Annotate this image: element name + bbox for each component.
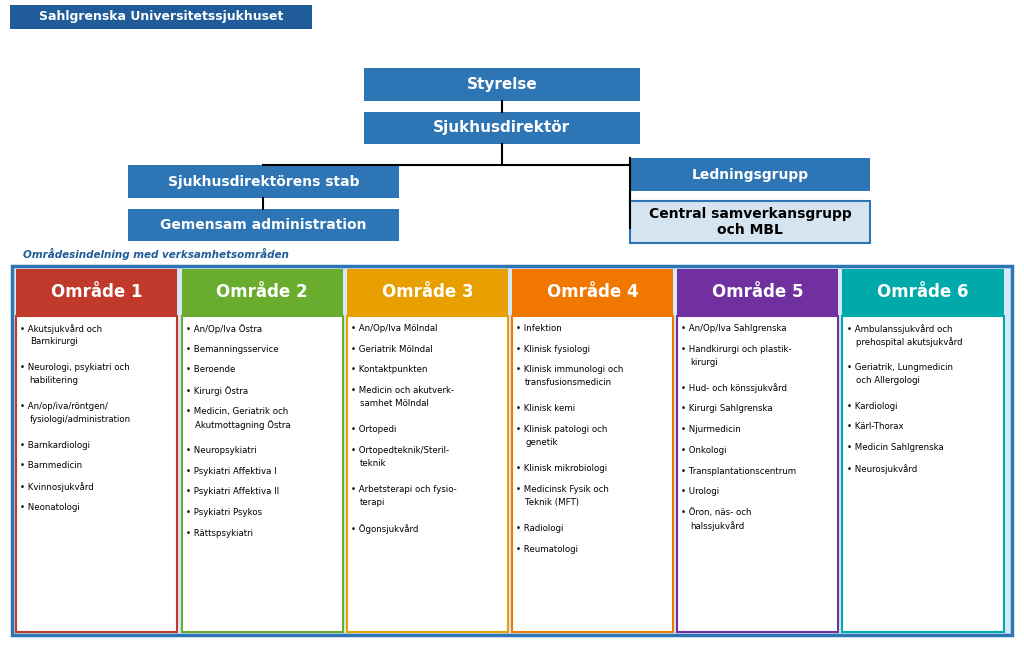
FancyBboxPatch shape [10, 5, 312, 29]
Text: • Geriatrik, Lungmedicin: • Geriatrik, Lungmedicin [847, 363, 952, 372]
Text: • Bemanningsservice: • Bemanningsservice [185, 345, 279, 354]
Text: • Klinisk patologi och: • Klinisk patologi och [516, 425, 607, 434]
Text: samhet Mölndal: samhet Mölndal [360, 399, 429, 408]
Text: • Medicin och akutverk-: • Medicin och akutverk- [351, 386, 454, 395]
Text: prehospital akutsjukvård: prehospital akutsjukvård [856, 337, 963, 347]
Text: • Neurosjukvård: • Neurosjukvård [847, 464, 916, 474]
Text: • An/Op/Iva Östra: • An/Op/Iva Östra [185, 324, 262, 334]
Text: • Kirurgi Sahlgrenska: • Kirurgi Sahlgrenska [681, 404, 773, 413]
FancyBboxPatch shape [364, 112, 640, 144]
Text: • Transplantationscentrum: • Transplantationscentrum [681, 467, 797, 476]
FancyBboxPatch shape [677, 269, 839, 316]
FancyBboxPatch shape [512, 316, 673, 632]
Text: habilitering: habilitering [30, 376, 79, 385]
Text: Område 2: Område 2 [216, 284, 308, 301]
FancyBboxPatch shape [630, 158, 870, 191]
FancyBboxPatch shape [181, 269, 343, 316]
FancyBboxPatch shape [16, 316, 177, 632]
Text: teknik: teknik [360, 459, 387, 468]
FancyBboxPatch shape [181, 316, 343, 632]
Text: Barnkirurgi: Barnkirurgi [30, 337, 78, 346]
Text: Område 5: Område 5 [712, 284, 804, 301]
Text: och Allergologi: och Allergologi [856, 376, 920, 385]
Text: halssjukvård: halssjukvård [690, 521, 744, 531]
Text: • Psykiatri Psykos: • Psykiatri Psykos [185, 508, 262, 517]
Text: • Handkirurgi och plastik-: • Handkirurgi och plastik- [681, 345, 792, 354]
Text: • Arbetsterapi och fysio-: • Arbetsterapi och fysio- [351, 485, 457, 494]
Text: • Klinisk immunologi och: • Klinisk immunologi och [516, 365, 624, 374]
Text: • Ögonsjukvård: • Ögonsjukvård [351, 524, 418, 533]
Text: • Onkologi: • Onkologi [681, 446, 727, 455]
Text: • Barnkardiologi: • Barnkardiologi [20, 441, 90, 450]
Text: Teknik (MFT): Teknik (MFT) [525, 498, 580, 507]
FancyBboxPatch shape [364, 68, 640, 101]
Text: genetik: genetik [525, 438, 558, 447]
Text: Område 6: Område 6 [878, 284, 969, 301]
Text: Sahlgrenska Universitetssjukhuset: Sahlgrenska Universitetssjukhuset [39, 10, 284, 23]
Text: Gemensam administration: Gemensam administration [161, 218, 367, 232]
Text: • Barnmedicin: • Barnmedicin [20, 461, 83, 471]
Text: • Medicin Sahlgrenska: • Medicin Sahlgrenska [847, 443, 943, 452]
FancyBboxPatch shape [347, 316, 508, 632]
Text: Område 3: Område 3 [382, 284, 473, 301]
Text: • Klinisk fysiologi: • Klinisk fysiologi [516, 345, 590, 354]
Text: Styrelse: Styrelse [466, 77, 538, 92]
Text: • Neuropsykiatri: • Neuropsykiatri [185, 446, 256, 455]
Text: • Neonatologi: • Neonatologi [20, 503, 80, 512]
Text: • Medicinsk Fysik och: • Medicinsk Fysik och [516, 485, 609, 494]
FancyBboxPatch shape [128, 209, 399, 241]
Text: Sjukhusdirektör: Sjukhusdirektör [433, 120, 570, 136]
Text: • Rättspsykiatri: • Rättspsykiatri [185, 529, 253, 538]
Text: • Kontaktpunkten: • Kontaktpunkten [351, 365, 427, 374]
Text: • Infektion: • Infektion [516, 324, 562, 333]
FancyBboxPatch shape [347, 269, 508, 316]
Text: • Reumatologi: • Reumatologi [516, 545, 579, 554]
FancyBboxPatch shape [128, 165, 399, 198]
FancyBboxPatch shape [16, 269, 177, 316]
Text: • Hud- och könssjukvård: • Hud- och könssjukvård [681, 384, 787, 393]
Text: • An/op/iva/röntgen/: • An/op/iva/röntgen/ [20, 402, 109, 411]
Text: • Ambulanssjukvård och: • Ambulanssjukvård och [847, 324, 952, 334]
FancyBboxPatch shape [677, 316, 839, 632]
Text: • Ortopedteknik/Steril-: • Ortopedteknik/Steril- [351, 446, 449, 455]
FancyBboxPatch shape [512, 269, 673, 316]
Text: Område 1: Område 1 [51, 284, 142, 301]
FancyBboxPatch shape [630, 201, 870, 243]
Text: Sjukhusdirektörens stab: Sjukhusdirektörens stab [168, 175, 359, 189]
Text: • Geriatrik Mölndal: • Geriatrik Mölndal [351, 345, 433, 354]
Text: Områdesindelning med verksamhetsområden: Områdesindelning med verksamhetsområden [23, 248, 289, 260]
FancyBboxPatch shape [843, 269, 1004, 316]
Text: Central samverkansgrupp
och MBL: Central samverkansgrupp och MBL [649, 207, 851, 238]
Text: • Medicin, Geriatrik och: • Medicin, Geriatrik och [185, 407, 288, 416]
Text: • Kärl-Thorax: • Kärl-Thorax [847, 422, 903, 432]
Text: Ledningsgrupp: Ledningsgrupp [691, 167, 809, 182]
Text: • Neurologi, psykiatri och: • Neurologi, psykiatri och [20, 363, 130, 372]
Text: Akutmottagning Östra: Akutmottagning Östra [195, 420, 291, 430]
Text: • Psykiatri Affektiva I: • Psykiatri Affektiva I [185, 467, 276, 476]
FancyBboxPatch shape [843, 316, 1004, 632]
Text: transfusionsmedicin: transfusionsmedicin [525, 378, 612, 387]
Text: • Radiologi: • Radiologi [516, 524, 563, 533]
Text: • Ortopedi: • Ortopedi [351, 425, 396, 434]
FancyBboxPatch shape [12, 266, 1012, 635]
Text: • Kirurgi Östra: • Kirurgi Östra [185, 386, 248, 396]
Text: terapi: terapi [360, 498, 385, 507]
Text: • Akutsjukvård och: • Akutsjukvård och [20, 324, 102, 334]
Text: kirurgi: kirurgi [690, 358, 718, 367]
Text: • Klinisk mikrobiologi: • Klinisk mikrobiologi [516, 464, 607, 473]
Text: • Öron, näs- och: • Öron, näs- och [681, 508, 752, 517]
Text: fysiologi/administration: fysiologi/administration [30, 415, 131, 424]
Text: • Kvinnosjukvård: • Kvinnosjukvård [20, 482, 94, 492]
Text: Område 4: Område 4 [547, 284, 638, 301]
Text: • An/Op/Iva Mölndal: • An/Op/Iva Mölndal [351, 324, 437, 333]
Text: • Beroende: • Beroende [185, 365, 236, 374]
Text: • Njurmedicin: • Njurmedicin [681, 425, 741, 434]
Text: • An/Op/Iva Sahlgrenska: • An/Op/Iva Sahlgrenska [681, 324, 786, 333]
Text: • Klinisk kemi: • Klinisk kemi [516, 404, 575, 413]
Text: • Psykiatri Affektiva II: • Psykiatri Affektiva II [185, 487, 279, 496]
Text: • Kardiologi: • Kardiologi [847, 402, 897, 411]
Text: • Urologi: • Urologi [681, 487, 720, 496]
